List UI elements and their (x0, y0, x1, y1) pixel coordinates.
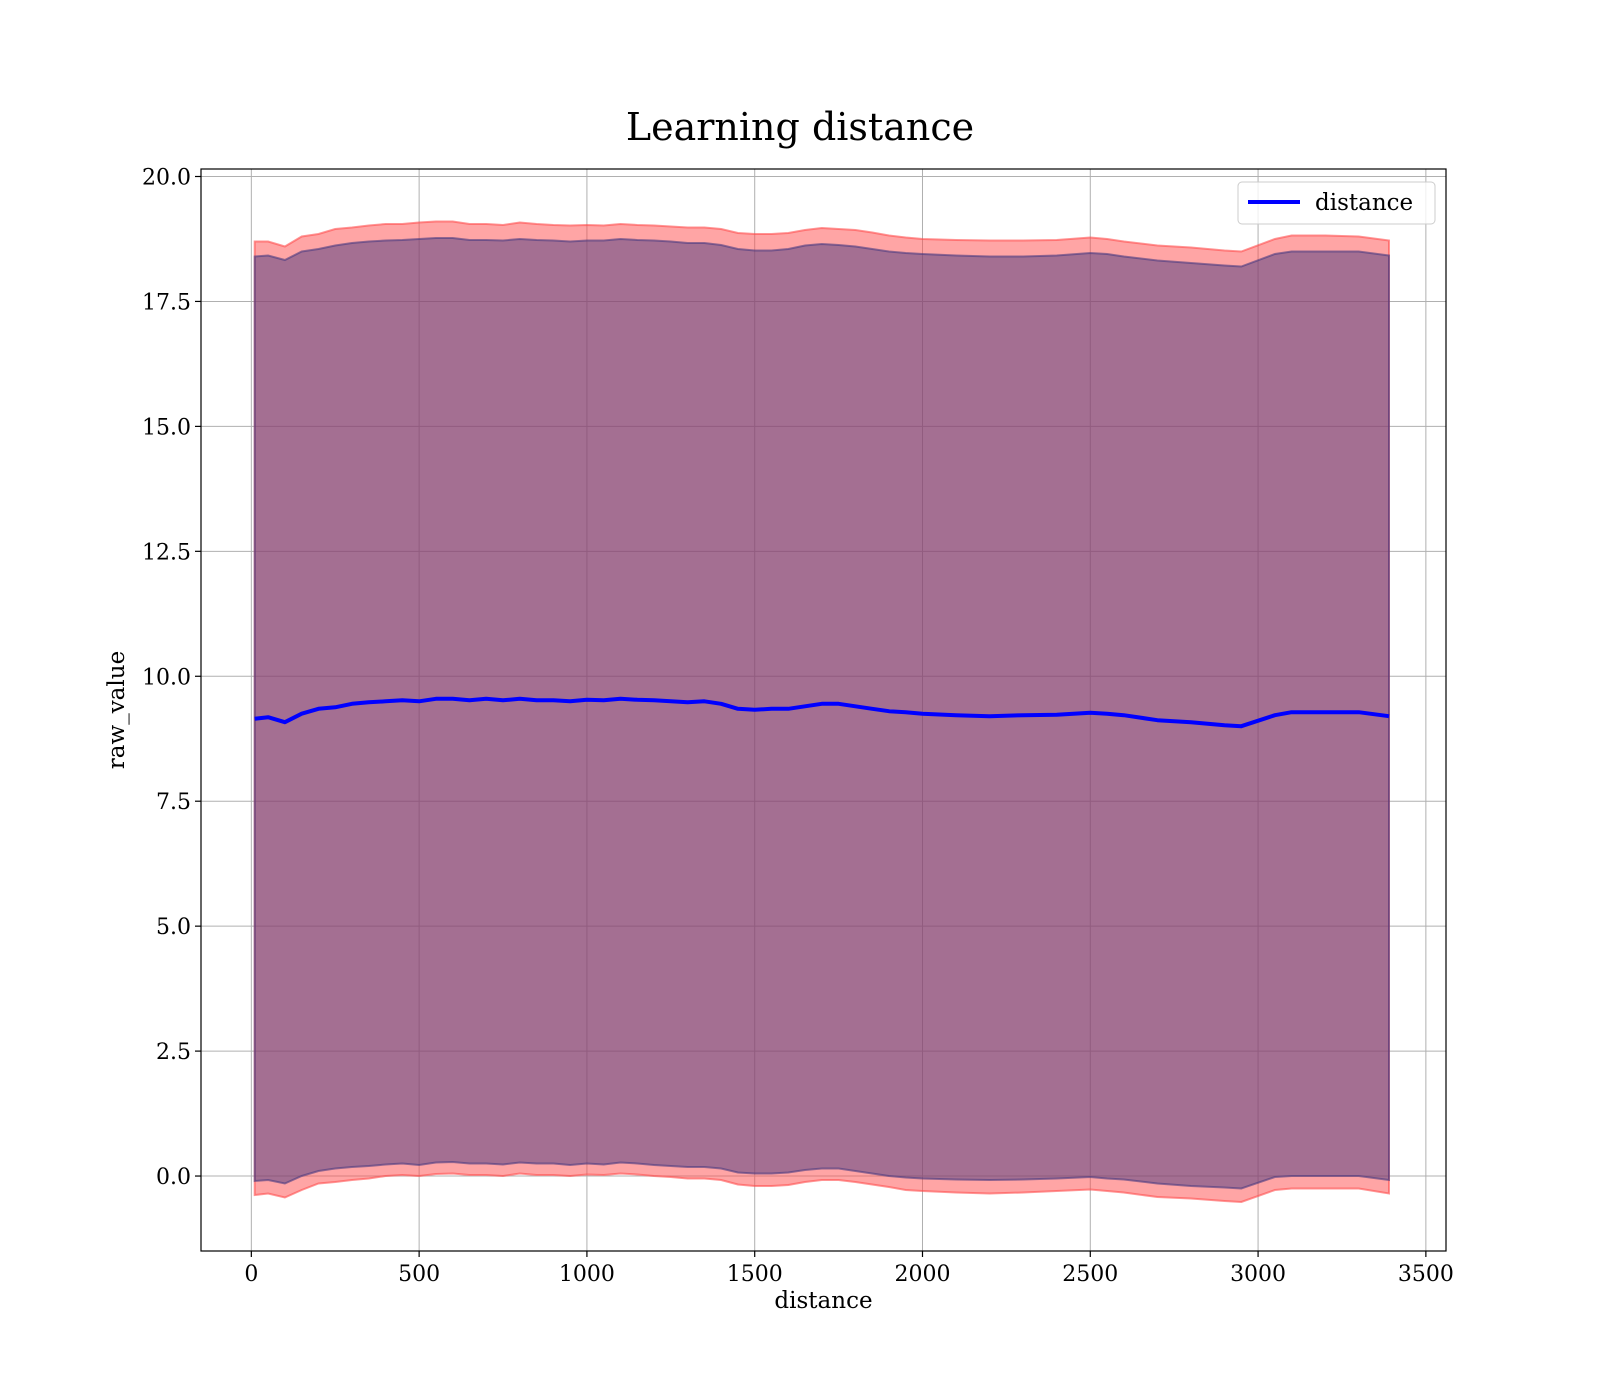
chart-title: Learning distance (626, 105, 974, 149)
legend-label-distance: distance (1315, 190, 1413, 216)
confidence-bands (253, 220, 1390, 1204)
x-tick-label: 500 (398, 1262, 440, 1287)
y-tick-label: 5.0 (156, 915, 191, 940)
x-tick-label: 1500 (727, 1262, 783, 1287)
y-axis-title: raw_value (104, 651, 130, 769)
x-tick-label: 3500 (1398, 1262, 1454, 1287)
x-tick-label: 0 (244, 1262, 258, 1287)
y-tick-label: 10.0 (142, 665, 191, 690)
x-axis-ticks: 0 500 1000 1500 2000 2500 3000 3500 (244, 1251, 1454, 1287)
y-tick-label: 20.0 (142, 165, 191, 190)
confidence-band-1 (253, 237, 1390, 1190)
plot-frame (200, 168, 1447, 1252)
y-tick-label: 0.0 (156, 1165, 191, 1190)
y-tick-label: 15.0 (142, 415, 191, 440)
legend: distance (1237, 181, 1436, 225)
x-tick-label: 2000 (894, 1262, 950, 1287)
y-tick-label: 12.5 (142, 540, 191, 565)
legend-box (1237, 181, 1436, 225)
y-tick-label: 2.5 (156, 1040, 191, 1065)
x-tick-label: 1000 (559, 1262, 615, 1287)
series-line-distance (254, 696, 1390, 729)
y-axis-ticks: 0.0 2.5 5.0 7.5 10.0 12.5 15.0 17.5 20.0 (142, 165, 201, 1190)
series-lines (254, 696, 1390, 729)
y-tick-label: 17.5 (142, 290, 191, 315)
y-tick-label: 7.5 (156, 790, 191, 815)
x-axis-title: distance (774, 1288, 872, 1314)
x-tick-label: 2500 (1062, 1262, 1118, 1287)
x-tick-label: 3000 (1230, 1262, 1286, 1287)
